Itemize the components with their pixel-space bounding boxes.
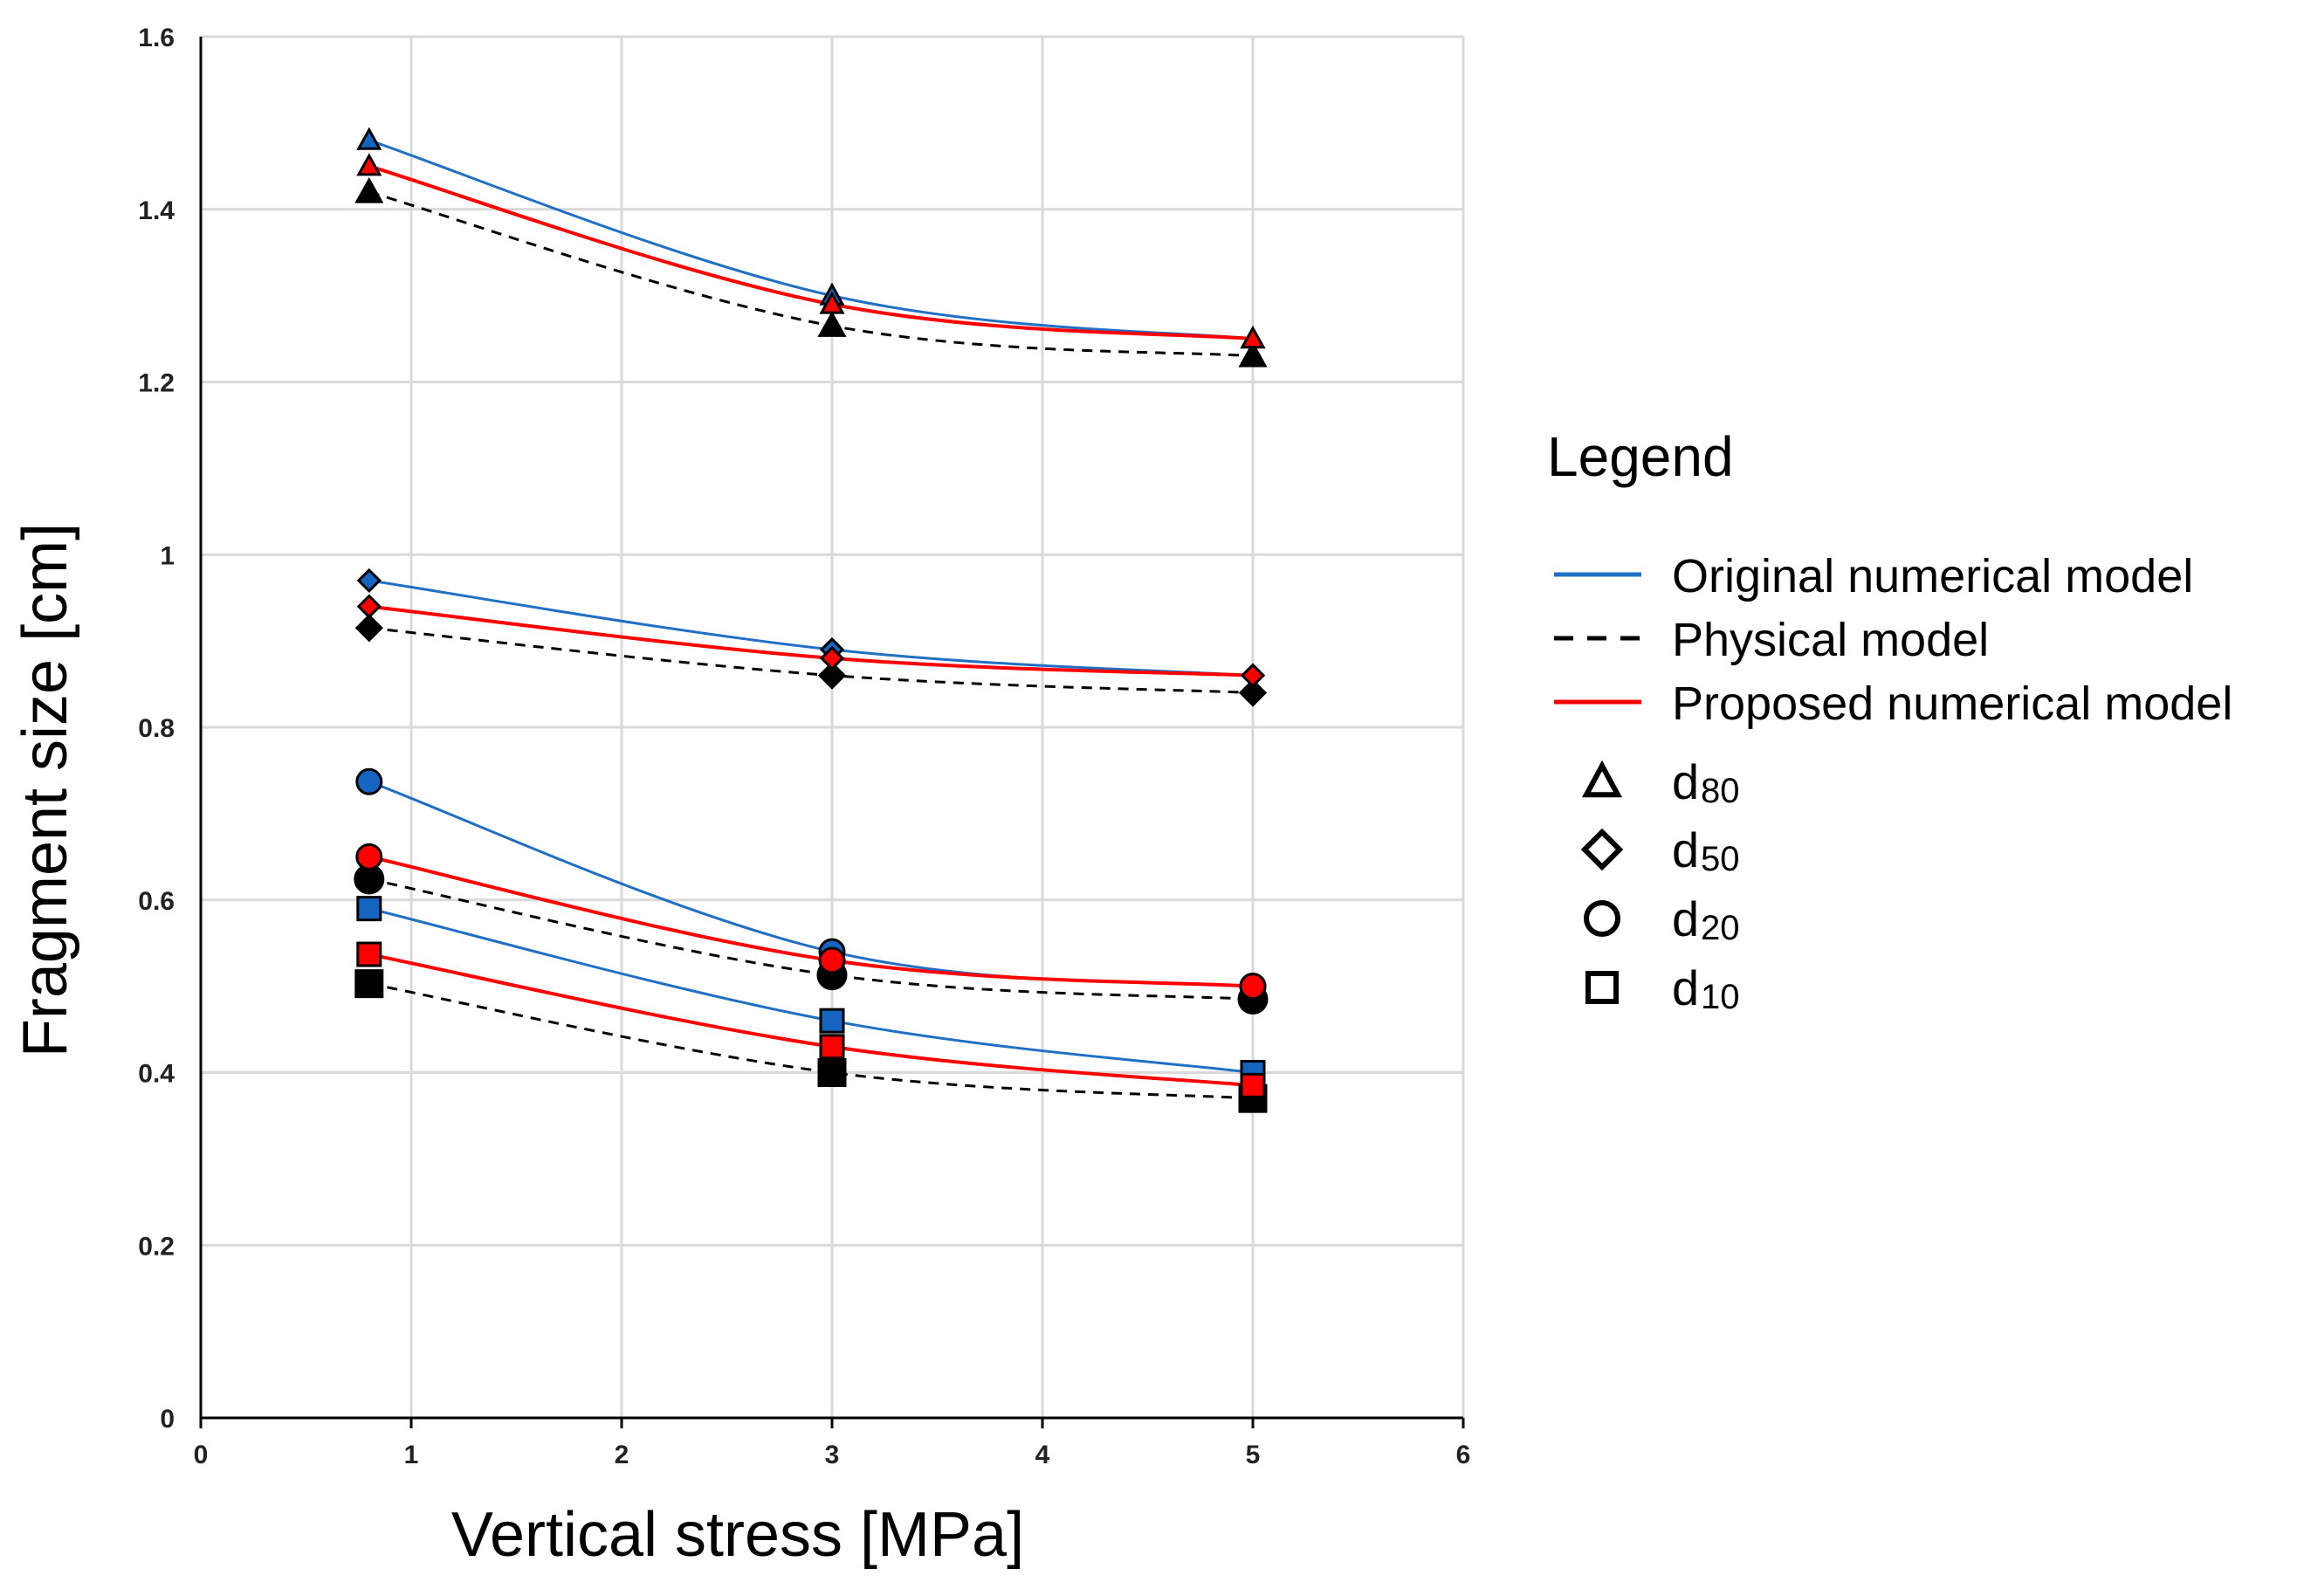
- data-point-proposed-d10: [356, 941, 382, 967]
- grid: [201, 35, 1465, 1418]
- data-point-physical-d50: [354, 614, 383, 643]
- legend-marker-entries: d 80d 50d 20d 10: [1580, 754, 1740, 1016]
- legend-label-proposed: Proposed numerical model: [1672, 678, 2232, 730]
- data-point-proposed-d80: [819, 291, 845, 314]
- data-point-proposed-d10: [1240, 1072, 1266, 1098]
- data-point-physical-d10: [354, 969, 384, 999]
- data-point-original-d10: [356, 896, 382, 922]
- y-tick-label: 0: [160, 1405, 175, 1434]
- legend-marker-label-prefix: d: [1672, 891, 1699, 946]
- series-line-proposed-d10: [368, 953, 1254, 1088]
- data-point-physical-d50: [1238, 678, 1268, 707]
- data-point-proposed-d50: [819, 645, 845, 671]
- x-tick-label: 2: [615, 1441, 629, 1469]
- y-tick-label: 0.8: [138, 714, 175, 743]
- series-line-physical-d50: [368, 626, 1254, 694]
- data-point-original-d20: [355, 767, 383, 795]
- x-tick-label: 3: [825, 1441, 840, 1469]
- legend-marker-diamond: [1580, 828, 1624, 871]
- data-point-proposed-d20: [1239, 973, 1267, 1001]
- legend-marker-triangle: [1581, 760, 1623, 798]
- axes: [199, 37, 1465, 1428]
- legend-marker-label-prefix: d: [1672, 960, 1699, 1015]
- legend-marker-label-prefix: d: [1672, 822, 1699, 877]
- data-point-physical-d10: [817, 1058, 847, 1087]
- x-tick-label: 4: [1035, 1441, 1050, 1469]
- series-line-original-d50: [368, 579, 1254, 678]
- data-point-proposed-d80: [356, 153, 382, 176]
- data-point-original-d80: [356, 127, 382, 150]
- y-tick-labels: 0 0.2 0.4 0.6 0.8 1 1.2 1.4 1.6: [138, 24, 175, 1434]
- x-tick-label: 1: [404, 1441, 419, 1469]
- legend: Legend Original numerical model Physical …: [1547, 425, 2232, 1016]
- y-tick-label: 1: [160, 541, 175, 570]
- data-point-physical-d50: [817, 661, 847, 690]
- legend-marker-label-sub: 20: [1701, 909, 1740, 947]
- data-point-physical-d80: [817, 311, 847, 337]
- legend-marker-circle: [1584, 900, 1620, 937]
- x-axis-title: Vertical stress [MPa]: [451, 1500, 1024, 1570]
- series-line-original-d80: [368, 139, 1254, 341]
- series-line-proposed-d20: [368, 855, 1254, 988]
- series-line-proposed-d80: [368, 164, 1254, 341]
- x-tick-labels: 0 1 2 3 4 5 6: [194, 1441, 1471, 1469]
- data-point-original-d50: [356, 568, 382, 594]
- data-point-physical-d80: [354, 176, 384, 203]
- data-point-original-d10: [819, 1008, 845, 1034]
- y-tick-label: 1.6: [138, 24, 175, 52]
- x-tick-label: 5: [1246, 1441, 1261, 1469]
- legend-marker-label-prefix: d: [1672, 754, 1699, 809]
- data-point-proposed-d20: [355, 843, 383, 870]
- series-markers: [354, 127, 1269, 1113]
- data-point-proposed-d50: [1240, 663, 1266, 688]
- legend-marker-label-sub: 80: [1701, 772, 1740, 810]
- data-point-proposed-d10: [819, 1034, 845, 1060]
- data-point-proposed-d20: [818, 946, 846, 974]
- series-line-physical-d20: [368, 877, 1254, 1001]
- x-tick-label: 0: [194, 1441, 209, 1469]
- y-tick-label: 1.2: [138, 369, 175, 398]
- legend-line-entries: Original numerical model Physical model Pr…: [1554, 550, 2232, 730]
- series-lines: [368, 139, 1254, 1100]
- data-point-physical-d80: [1238, 341, 1268, 368]
- x-tick-label: 6: [1456, 1441, 1471, 1469]
- y-axis-title: Fragment size [cm]: [10, 523, 80, 1057]
- data-point-proposed-d50: [356, 594, 382, 619]
- series-line-physical-d10: [368, 982, 1254, 1100]
- data-point-proposed-d80: [1240, 325, 1266, 349]
- legend-label-physical: Physical model: [1672, 614, 1989, 666]
- legend-label-original: Original numerical model: [1672, 550, 2193, 602]
- legend-marker-square: [1585, 971, 1619, 1004]
- y-tick-label: 0.4: [138, 1060, 175, 1089]
- y-tick-label: 1.4: [138, 196, 175, 225]
- legend-marker-label-sub: 50: [1701, 840, 1740, 878]
- legend-marker-label-sub: 10: [1701, 978, 1740, 1016]
- y-tick-label: 0.2: [138, 1232, 175, 1261]
- series-line-proposed-d50: [368, 604, 1254, 678]
- legend-title: Legend: [1547, 425, 1734, 488]
- y-tick-label: 0.6: [138, 887, 175, 916]
- series-line-original-d10: [368, 907, 1254, 1074]
